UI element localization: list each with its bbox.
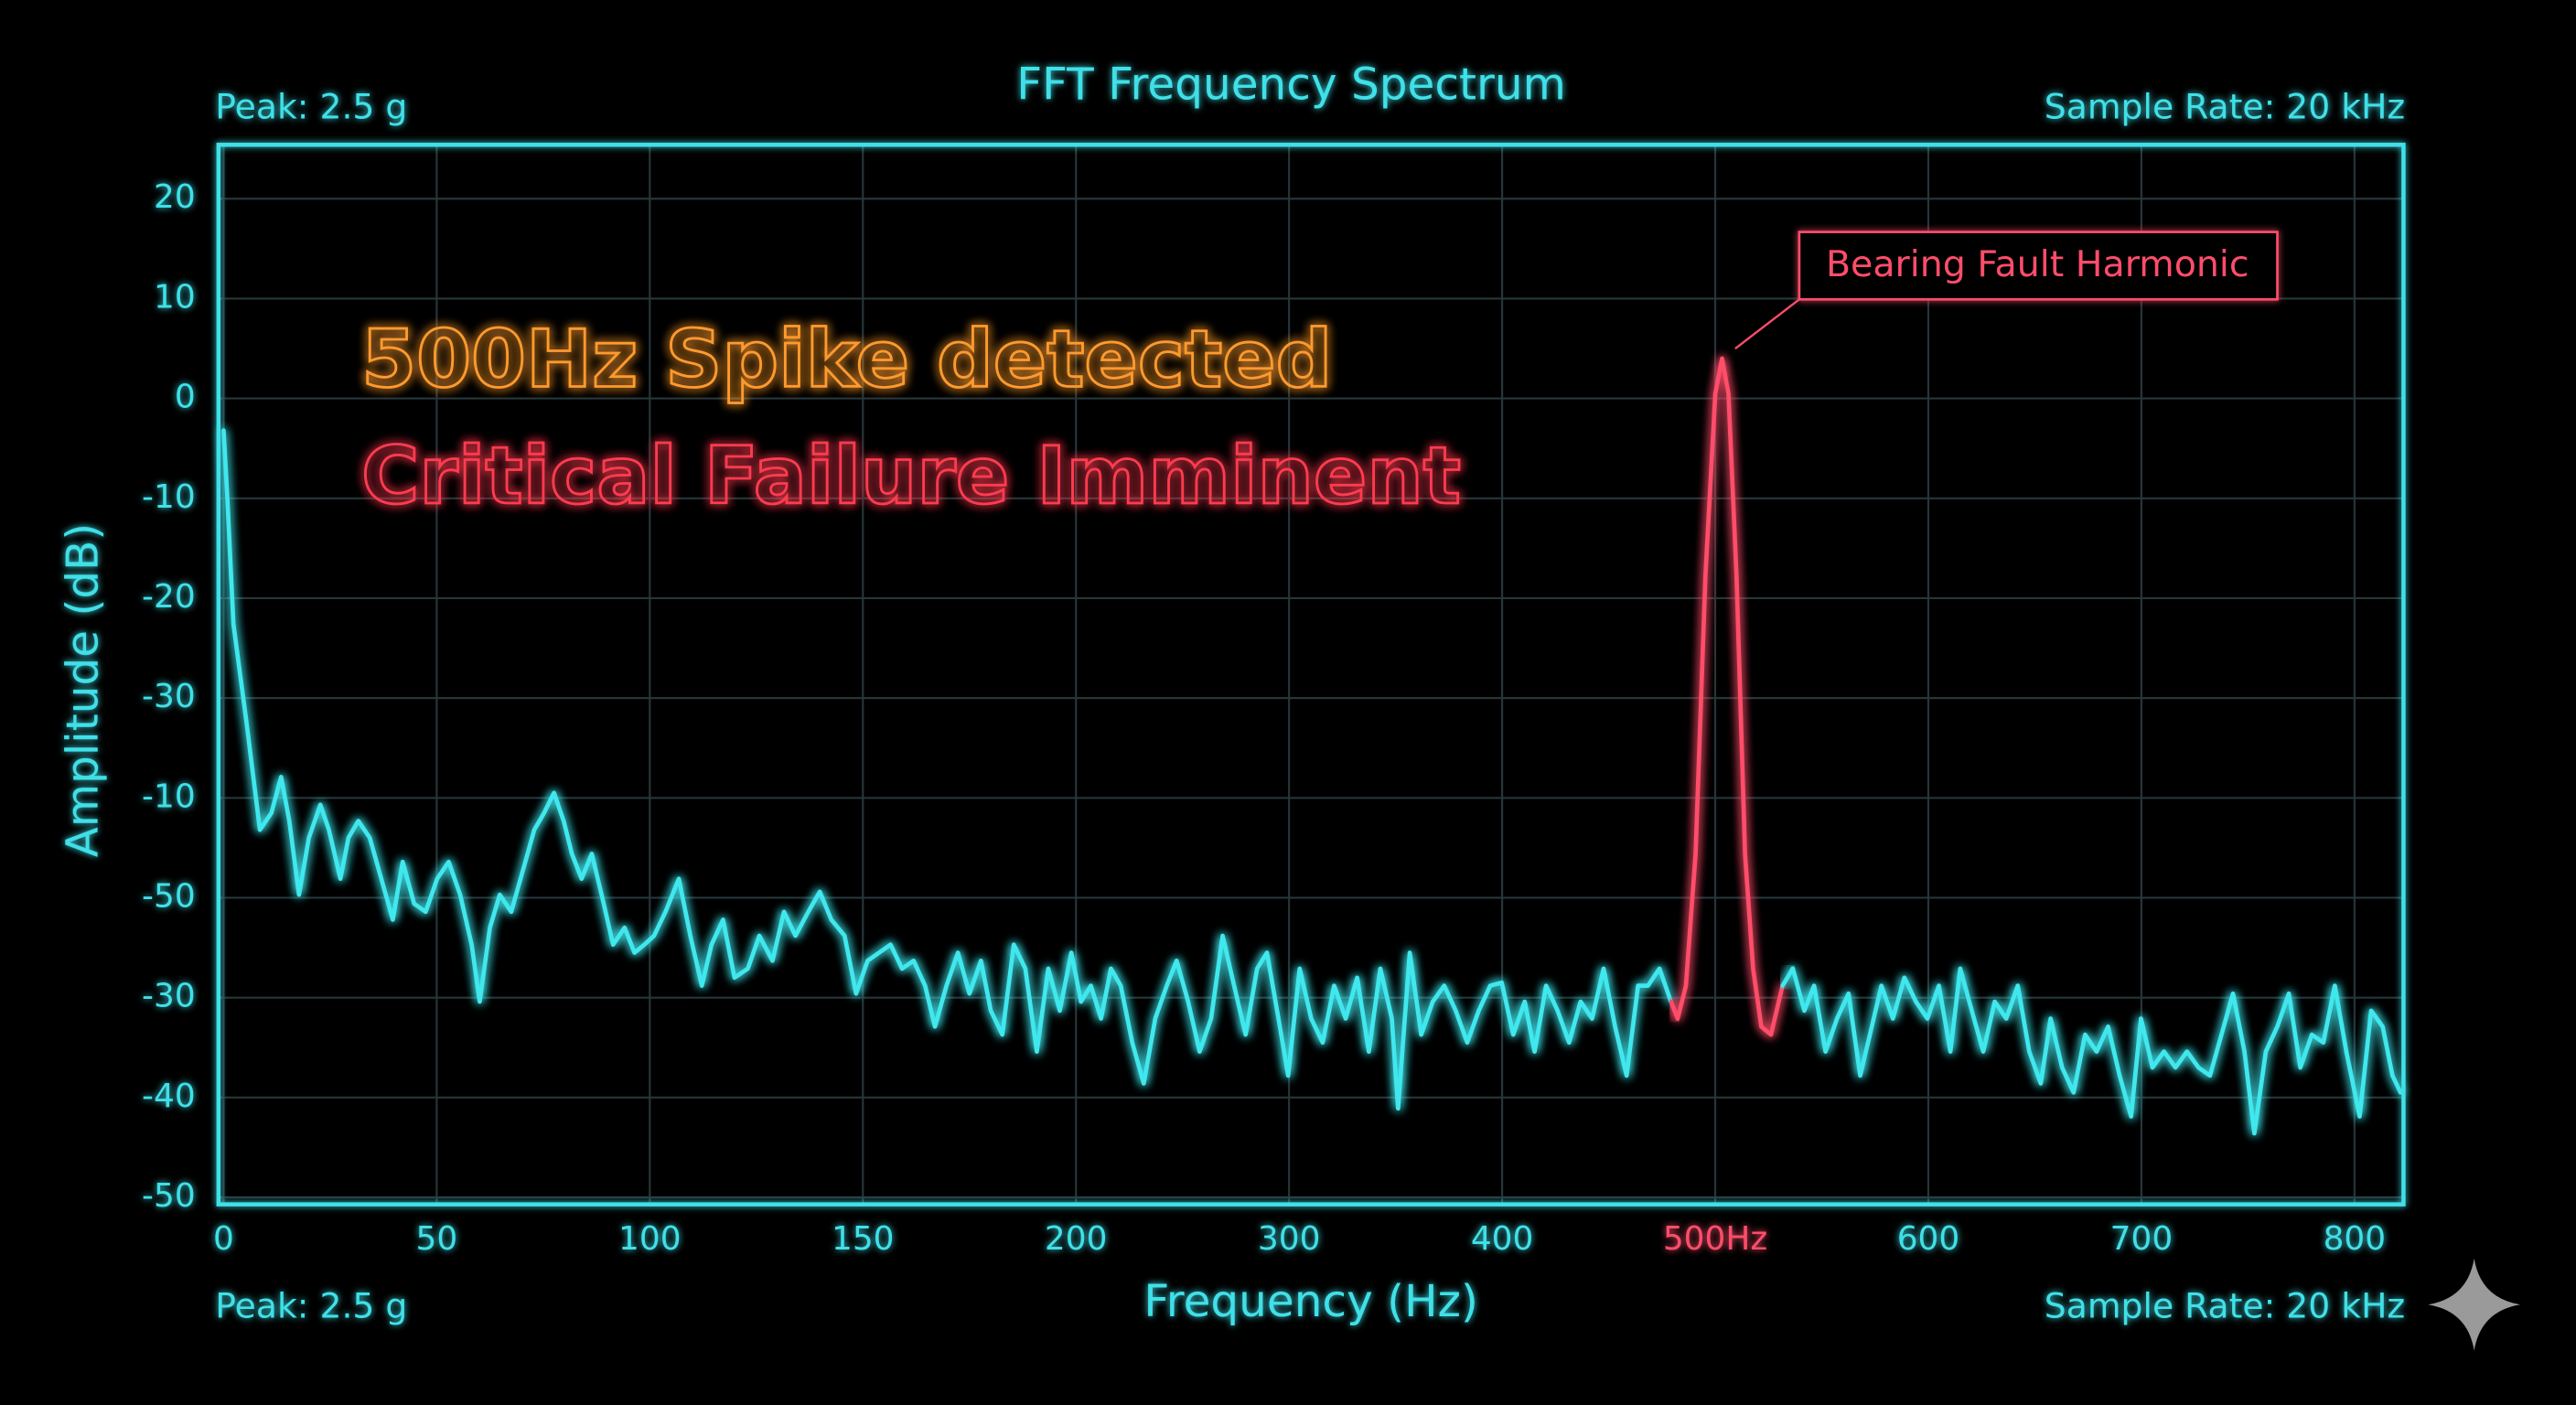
y-tick-label: -10 — [142, 478, 196, 516]
logo-icon — [2428, 1258, 2520, 1351]
corner-label: Peak: 2.5 g — [215, 86, 407, 126]
x-axis-label: Frequency (Hz) — [1143, 1276, 1478, 1327]
alert-text: Critical Failure Imminent — [361, 431, 1461, 522]
y-tick-label: -30 — [142, 978, 196, 1015]
x-tick-label: 400 — [1471, 1220, 1534, 1258]
y-tick-label: -10 — [142, 778, 196, 815]
y-tick-label: -20 — [142, 578, 196, 616]
x-tick-label: 50 — [416, 1220, 458, 1258]
corner-label: Peak: 2.5 g — [215, 1285, 407, 1325]
corner-label: Sample Rate: 20 kHz — [2045, 1285, 2405, 1325]
x-tick-label: 500Hz — [1663, 1220, 1767, 1258]
y-tick-label: -50 — [142, 877, 196, 915]
series-line — [1790, 966, 2403, 1136]
corner-label: Sample Rate: 20 kHz — [2045, 86, 2405, 126]
y-tick-label: -40 — [142, 1078, 196, 1115]
y-tick-label: 0 — [175, 379, 196, 416]
series-line — [221, 428, 1673, 1111]
annotation-text: Bearing Fault Harmonic — [1826, 243, 2249, 285]
y-tick-label: 20 — [154, 178, 196, 216]
x-tick-label: 300 — [1258, 1220, 1321, 1258]
annotation-leader — [1734, 298, 1800, 350]
series-connector — [1780, 966, 1796, 988]
x-tick-label: 0 — [213, 1220, 234, 1258]
lines — [221, 356, 2403, 1136]
series-line — [1675, 356, 1785, 1037]
y-axis-label: Amplitude (dB) — [57, 523, 108, 858]
x-tick-label: 800 — [2324, 1220, 2387, 1258]
alert-text: 500Hz Spike detected — [361, 314, 1332, 405]
chart-title: FFT Frequency Spectrum — [1016, 59, 1566, 110]
x-tick-label: 200 — [1045, 1220, 1108, 1258]
x-tick-label: 150 — [832, 1220, 895, 1258]
y-tick-label: -30 — [142, 678, 196, 715]
x-tick-label: 600 — [1897, 1220, 1960, 1258]
y-tick-label: -50 — [142, 1177, 196, 1215]
x-tick-label: 100 — [618, 1220, 682, 1258]
annotation-box — [1798, 231, 2279, 301]
grid — [218, 145, 2404, 1205]
plot-frame — [216, 143, 2406, 1207]
y-tick-label: 10 — [154, 278, 196, 316]
x-tick-label: 700 — [2110, 1220, 2174, 1258]
